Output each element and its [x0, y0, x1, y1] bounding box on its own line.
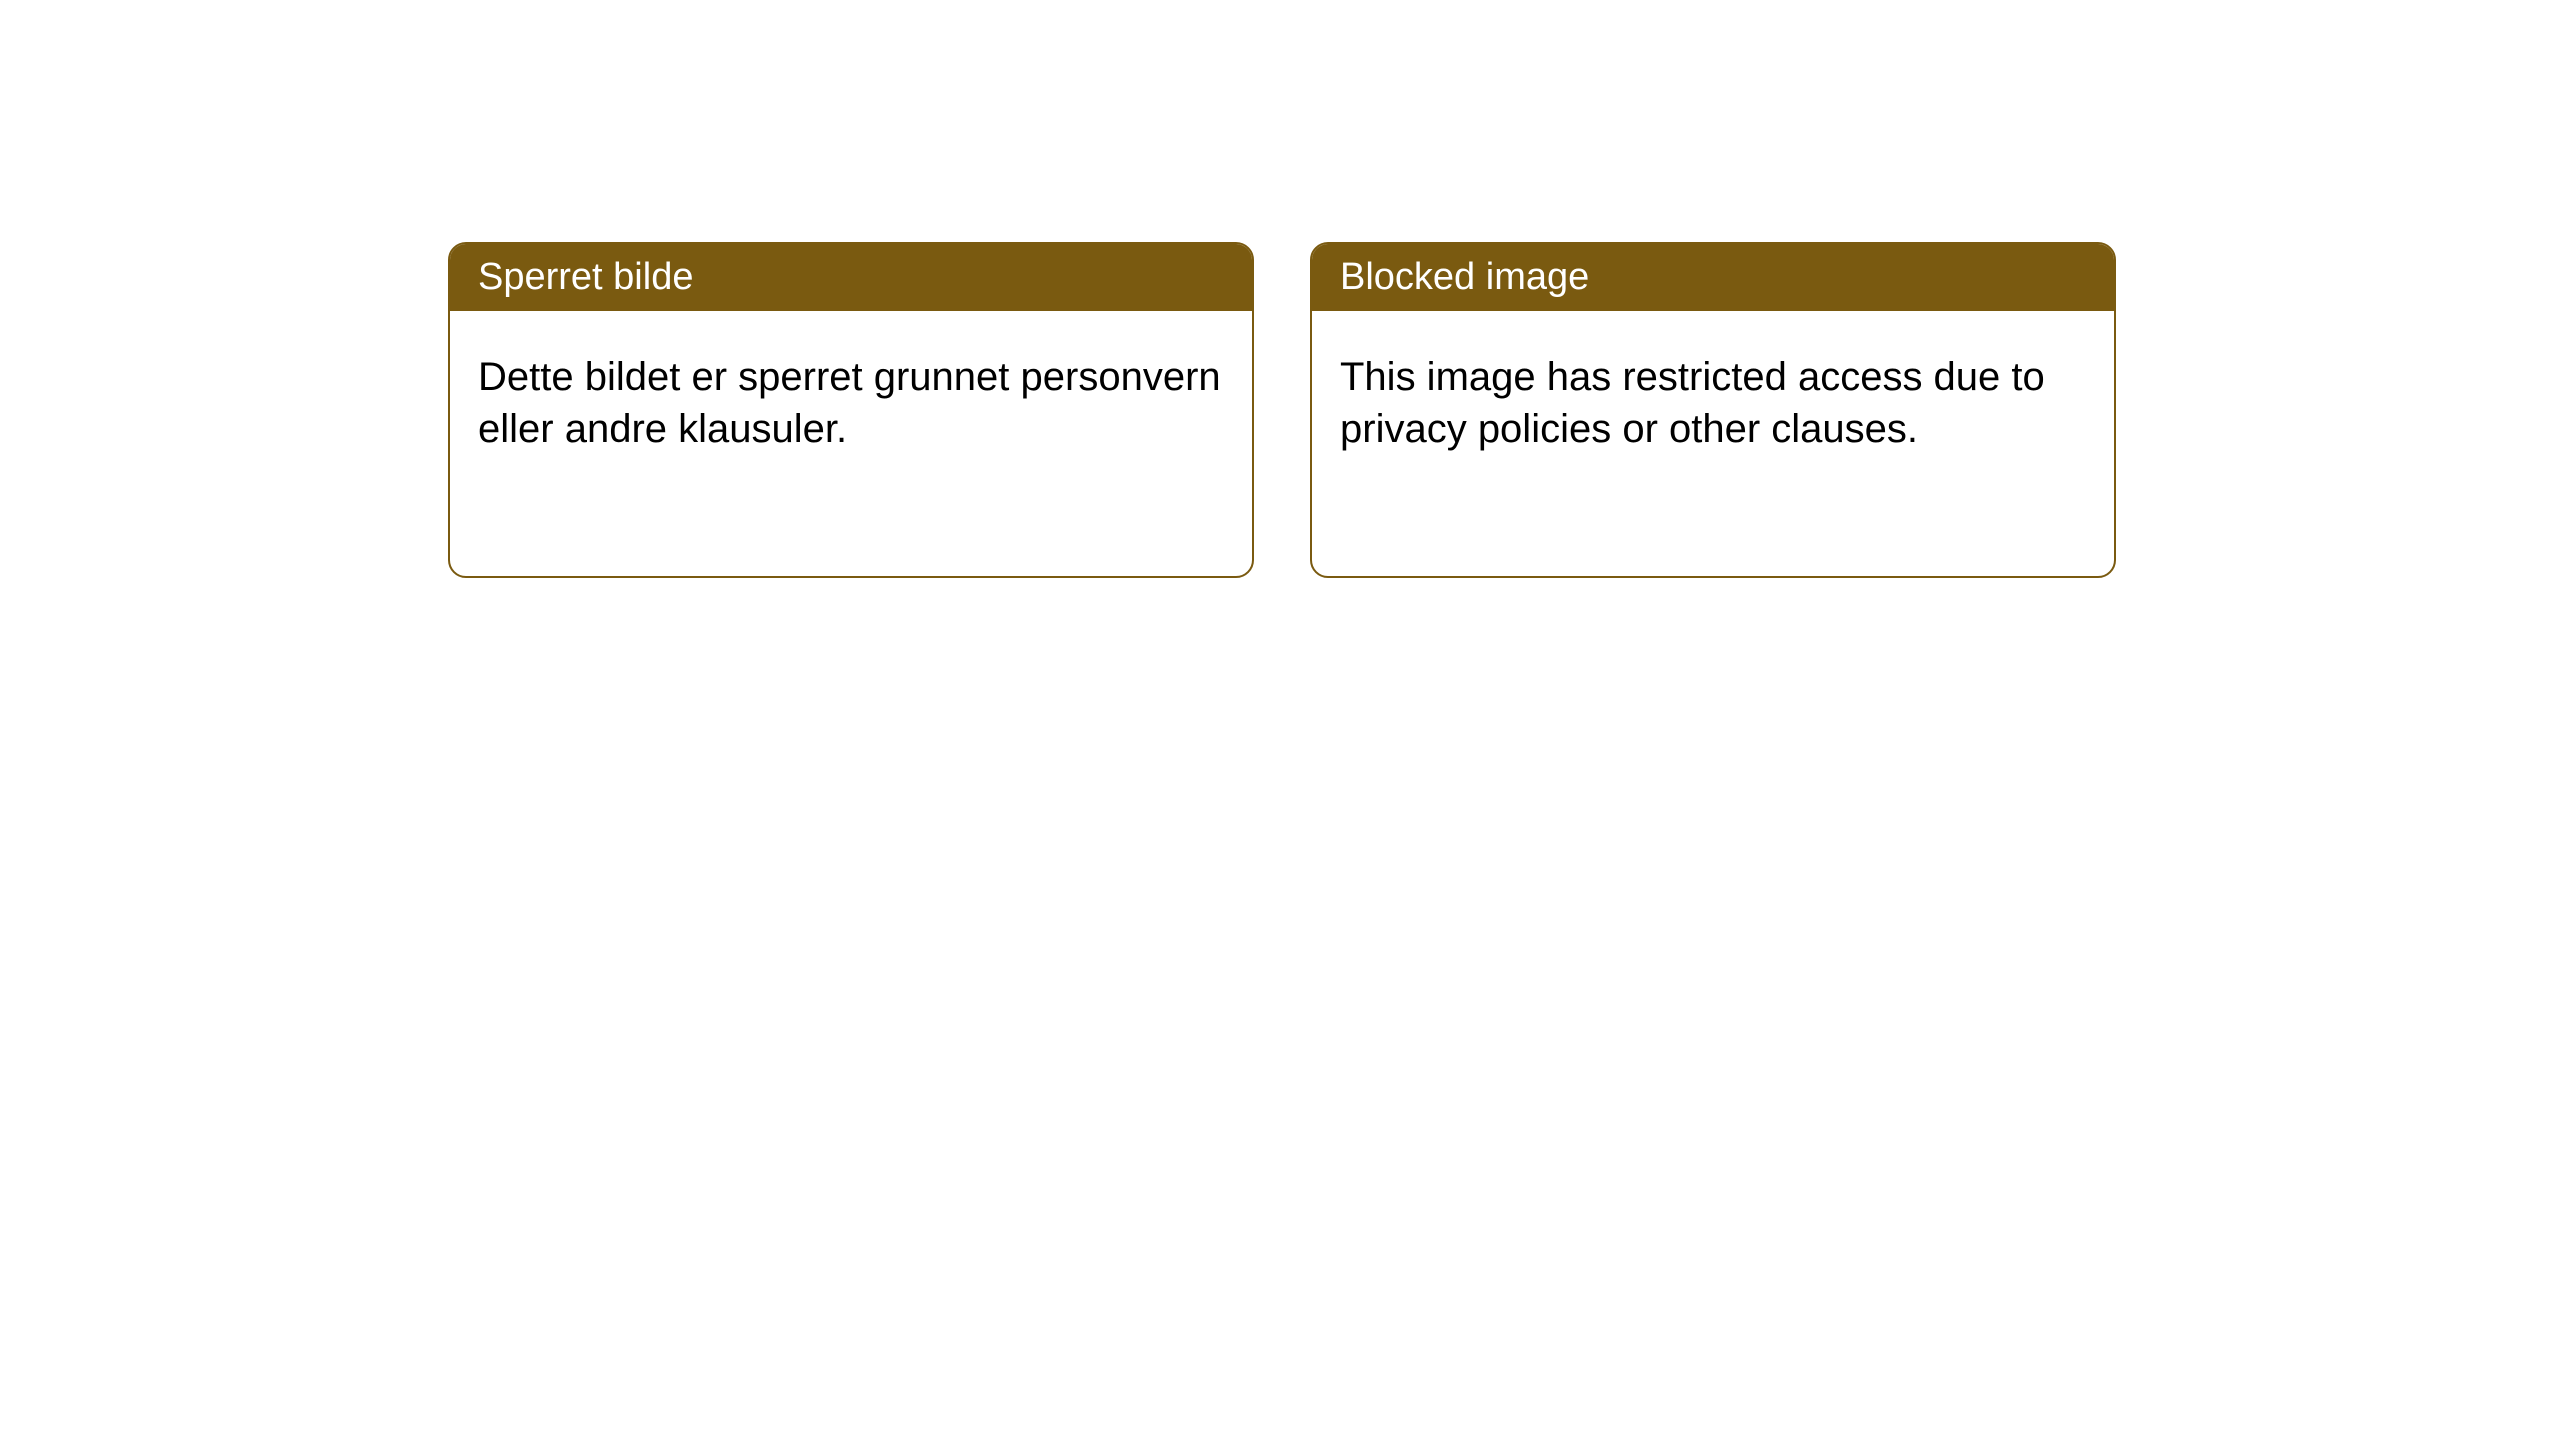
panel-header-no: Sperret bilde: [450, 244, 1252, 311]
panel-header-en: Blocked image: [1312, 244, 2114, 311]
blocked-image-panel-no: Sperret bilde Dette bildet er sperret gr…: [448, 242, 1254, 578]
panels-container: Sperret bilde Dette bildet er sperret gr…: [0, 0, 2560, 578]
blocked-image-panel-en: Blocked image This image has restricted …: [1310, 242, 2116, 578]
panel-body-no: Dette bildet er sperret grunnet personve…: [450, 311, 1252, 495]
panel-body-en: This image has restricted access due to …: [1312, 311, 2114, 495]
